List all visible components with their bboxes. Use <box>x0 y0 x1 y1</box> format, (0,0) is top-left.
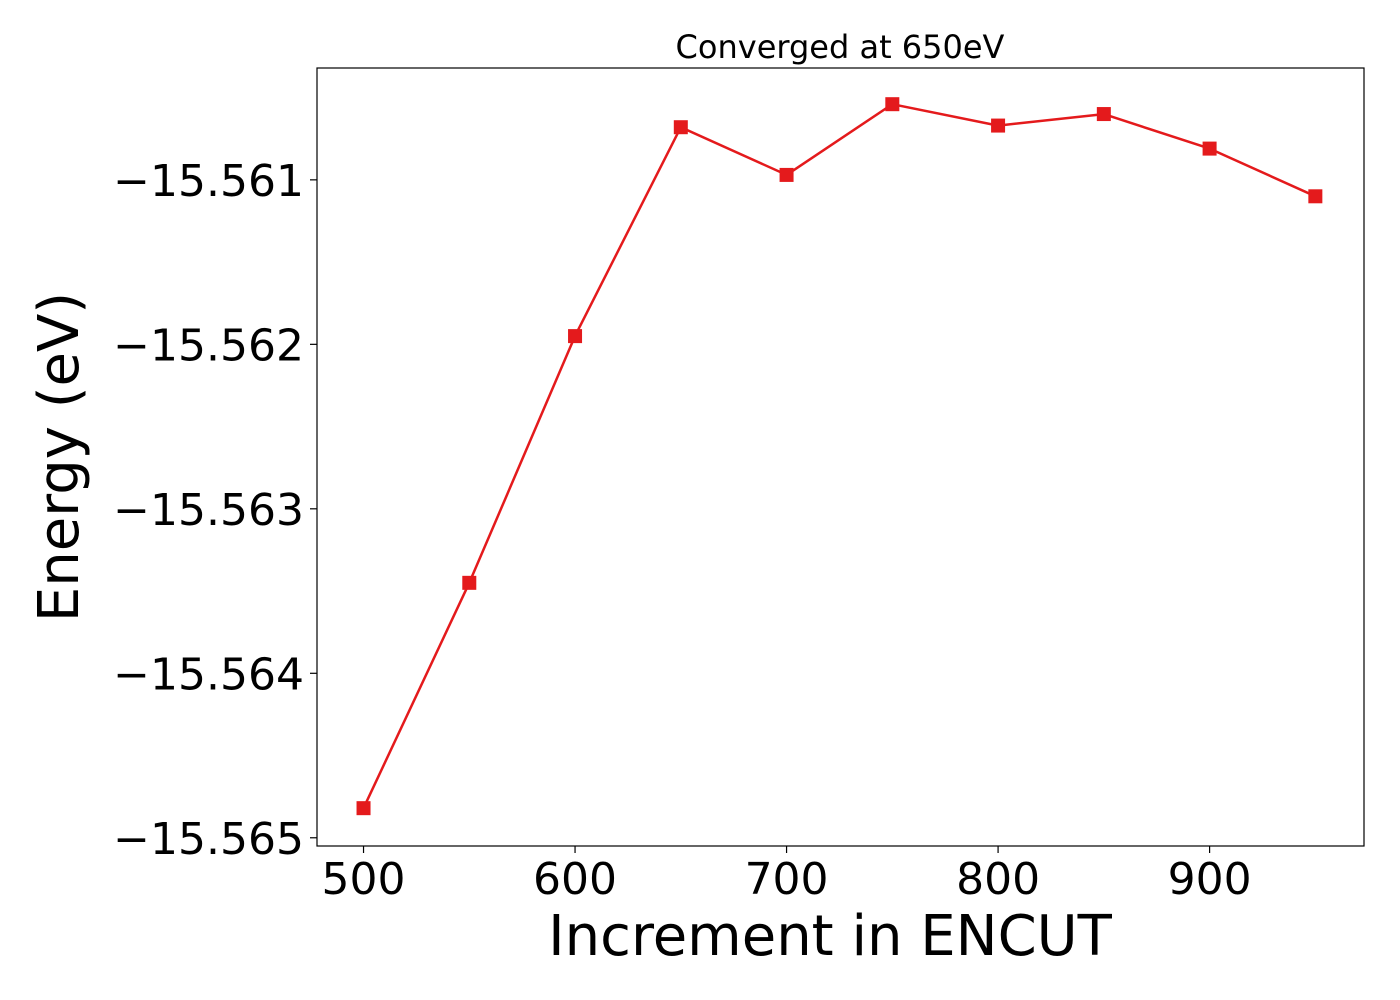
y-tick-label: −15.563 <box>113 485 304 536</box>
data-point-marker <box>885 97 900 112</box>
x-tick-label: 900 <box>1168 854 1252 905</box>
y-axis-label: Energy (eV) <box>27 292 92 622</box>
y-tick-label: −15.565 <box>113 814 304 865</box>
x-tick-label: 800 <box>956 854 1040 905</box>
x-tick-label: 700 <box>745 854 829 905</box>
chart-title: Converged at 650eV <box>676 28 1005 66</box>
data-point-marker <box>1096 107 1111 122</box>
data-point-marker <box>1308 189 1323 204</box>
data-point-marker <box>779 167 794 182</box>
y-tick-label: −15.562 <box>113 320 304 371</box>
data-point-marker <box>1202 141 1217 156</box>
series-layer <box>356 97 1323 816</box>
x-tick-label: 600 <box>533 854 617 905</box>
x-axis-label: Increment in ENCUT <box>548 904 1113 969</box>
data-point-marker <box>462 575 477 590</box>
data-point-marker <box>991 118 1006 133</box>
y-tick-label: −15.564 <box>113 649 304 700</box>
series-line <box>362 102 1316 809</box>
data-point-marker <box>673 120 688 135</box>
data-point-marker <box>568 329 583 344</box>
x-tick-label: 500 <box>322 854 406 905</box>
plot-area <box>316 67 1365 847</box>
axis-ticks: 500 600 700 800 900 −15.561 −15.562 −15.563 −15.… <box>113 156 1251 905</box>
y-tick-label: −15.561 <box>113 156 304 207</box>
data-point-marker <box>356 801 371 816</box>
